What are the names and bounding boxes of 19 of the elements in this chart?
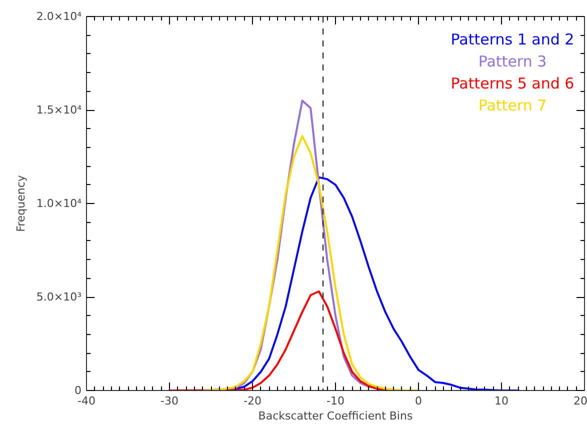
text: Patterns 5 and 6	[450, 74, 574, 92]
y-tick-label: 5.0×10³	[36, 290, 82, 304]
text: Pattern 7	[478, 96, 547, 114]
text: Patterns 1 and 2	[450, 30, 574, 48]
x-tick-label: -40	[78, 394, 96, 408]
y-tick-label: 2.0×10⁴	[36, 10, 82, 23]
y-axis-title: Frequency	[14, 174, 28, 232]
x-tick-label: -10	[326, 394, 344, 408]
x-tick-label: 10	[494, 394, 508, 408]
x-axis-title: Backscatter Coefficient Bins	[258, 410, 413, 422]
x-tick-label: -30	[160, 394, 178, 408]
x-tick-label: -20	[244, 394, 262, 408]
y-tick-label: 1.0×10⁴	[36, 197, 82, 210]
y-tick-label: 0	[74, 384, 82, 397]
text: Pattern 3	[478, 52, 547, 70]
line-series	[202, 135, 420, 390]
x-tick-label: 20	[574, 394, 587, 408]
x-tick-label: 0	[415, 394, 422, 408]
y-tick-label: 1.5×10⁴	[36, 104, 82, 116]
